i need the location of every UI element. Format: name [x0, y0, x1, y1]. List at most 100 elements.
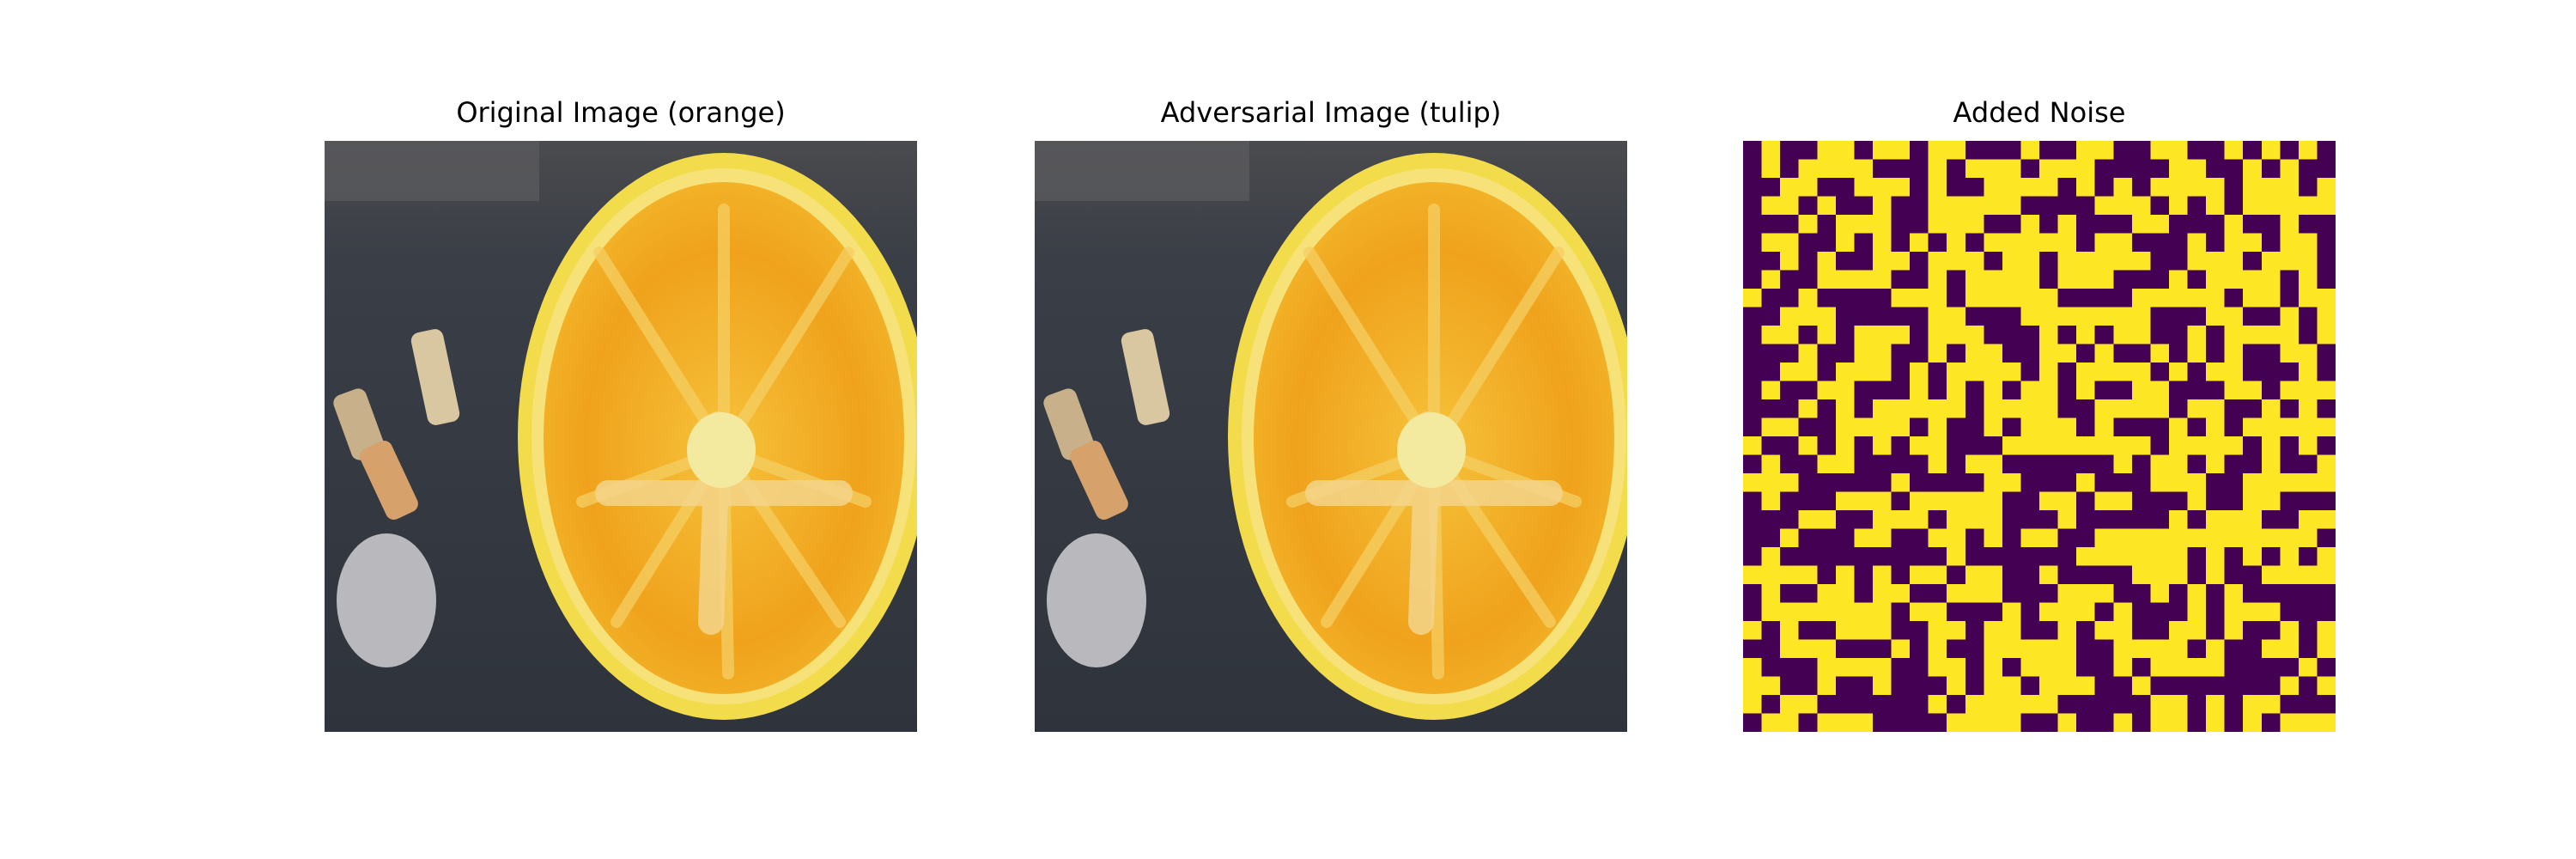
noise-cell — [1947, 417, 1966, 437]
noise-cell — [1761, 713, 1781, 732]
noise-cell — [1854, 289, 1874, 308]
noise-cell — [1947, 178, 1966, 197]
noise-cell — [2131, 528, 2151, 548]
noise-cell — [2094, 344, 2114, 363]
noise-cell — [1984, 270, 2003, 289]
noise-cell — [2187, 565, 2207, 585]
noise-cell — [2150, 602, 2170, 622]
noise-cell — [2280, 547, 2300, 566]
noise-cell — [1798, 159, 1818, 179]
noise-cell — [1984, 252, 2003, 271]
noise-cell — [2094, 233, 2114, 253]
noise-cell — [2243, 178, 2263, 197]
noise-cell — [2113, 695, 2133, 714]
noise-cell — [2317, 196, 2336, 216]
noise-cell — [1780, 344, 1800, 363]
noise-cell — [1947, 473, 1966, 492]
noise-cell — [2168, 381, 2189, 400]
noise-cell — [2113, 528, 2133, 548]
noise-cell — [1835, 399, 1855, 418]
noise-cell — [2094, 528, 2114, 548]
noise-cell — [2131, 196, 2151, 216]
noise-cell — [2298, 196, 2318, 216]
noise-cell — [2150, 454, 2170, 474]
noise-cell — [2298, 417, 2318, 437]
noise-cell — [2224, 639, 2244, 659]
noise-cell — [2039, 252, 2059, 271]
noise-cell — [2224, 417, 2244, 437]
noise-cell — [1928, 454, 1947, 474]
noise-cell — [1947, 252, 1966, 271]
noise-cell — [2076, 565, 2096, 585]
noise-cell — [1798, 307, 1818, 326]
noise-cell — [1835, 326, 1855, 344]
noise-cell — [2298, 252, 2318, 271]
noise-cell — [1984, 178, 2003, 197]
noise-cell — [2187, 196, 2207, 216]
noise-cell — [2057, 399, 2077, 418]
noise-cell — [2280, 658, 2300, 677]
noise-cell — [2187, 381, 2207, 400]
noise-cell — [2076, 141, 2096, 160]
noise-cell — [2206, 695, 2226, 714]
noise-cell — [2057, 215, 2077, 234]
noise-cell — [1928, 436, 1947, 455]
noise-cell — [2168, 528, 2189, 548]
noise-cell — [2317, 491, 2336, 511]
noise-cell — [1743, 454, 1763, 474]
noise-cell — [1835, 289, 1855, 308]
noise-cell — [2057, 178, 2077, 197]
noise-cell — [2131, 344, 2151, 363]
noise-cell — [1761, 454, 1781, 474]
noise-cell — [1984, 510, 2003, 529]
noise-cell — [2020, 510, 2040, 529]
noise-cell — [2298, 510, 2318, 529]
noise-cell — [2131, 326, 2151, 344]
noise-cell — [1891, 381, 1911, 400]
noise-cell — [1854, 473, 1874, 492]
noise-cell — [1835, 344, 1855, 363]
noise-cell — [2280, 252, 2300, 271]
noise-cell — [2280, 436, 2300, 455]
noise-cell — [2187, 676, 2207, 696]
noise-cell — [1910, 491, 1929, 511]
noise-cell — [1947, 362, 1966, 381]
noise-cell — [1984, 344, 2003, 363]
noise-cell — [2168, 676, 2189, 696]
noise-cell — [1780, 233, 1800, 253]
noise-cell — [1984, 695, 2003, 714]
noise-cell — [2187, 159, 2207, 179]
noise-cell — [2057, 436, 2077, 455]
noise-cell — [1984, 289, 2003, 308]
noise-cell — [2261, 639, 2281, 659]
noise-cell — [2243, 362, 2263, 381]
noise-cell — [2317, 270, 2336, 289]
noise-cell — [2150, 584, 2170, 603]
noise-cell — [2094, 270, 2114, 289]
noise-cell — [1947, 141, 1966, 160]
noise-cell — [1965, 159, 1984, 179]
noise-cell — [1743, 326, 1763, 344]
noise-cell — [1761, 252, 1781, 271]
noise-cell — [1798, 473, 1818, 492]
noise-cell — [1891, 307, 1911, 326]
noise-cell — [1872, 602, 1893, 622]
noise-cell — [2206, 436, 2226, 455]
noise-cell — [1928, 233, 1947, 253]
noise-cell — [1780, 491, 1800, 511]
noise-cell — [2057, 602, 2077, 622]
noise-cell — [1891, 547, 1911, 566]
noise-cell — [2261, 436, 2281, 455]
noise-cell — [2224, 215, 2244, 234]
noise-cell — [2224, 233, 2244, 253]
noise-cell — [2131, 658, 2151, 677]
noise-cell — [1835, 621, 1855, 640]
original-image-title: Original Image (orange) — [456, 96, 786, 129]
noise-cell — [2113, 233, 2133, 253]
noise-cell — [2206, 639, 2226, 659]
noise-cell — [1965, 399, 1984, 418]
noise-cell — [1817, 159, 1837, 179]
noise-cell — [1891, 510, 1911, 529]
noise-cell — [1743, 289, 1763, 308]
noise-cell — [1910, 639, 1929, 659]
